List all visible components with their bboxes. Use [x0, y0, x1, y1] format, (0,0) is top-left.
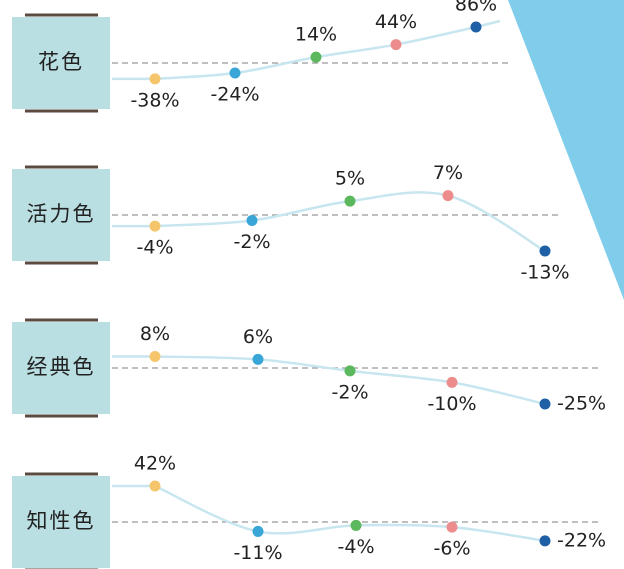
data-point [149, 73, 161, 85]
data-point [149, 350, 161, 362]
data-point [310, 51, 322, 63]
category-box [12, 322, 110, 414]
data-point [539, 535, 551, 547]
category-label: 花色 [38, 50, 84, 74]
value-label: -10% [427, 393, 476, 415]
data-point [442, 190, 454, 202]
trend-line [154, 484, 546, 543]
value-label: -38% [130, 89, 179, 111]
value-label: -2% [332, 381, 369, 403]
data-point [446, 376, 458, 388]
data-point [229, 67, 241, 79]
value-label: -24% [210, 84, 259, 106]
value-label: 7% [433, 162, 463, 184]
value-label: -4% [137, 237, 174, 259]
value-label: 5% [335, 168, 365, 190]
data-point [149, 220, 161, 232]
data-point [390, 39, 402, 51]
value-label: -22% [557, 529, 606, 551]
category-box [12, 17, 110, 109]
category-label: 经典色 [27, 355, 96, 379]
data-point [350, 519, 362, 531]
value-label: 42% [134, 453, 176, 475]
decor-triangle [508, 0, 624, 300]
category-label: 知性色 [27, 509, 96, 533]
value-label: -11% [233, 542, 282, 564]
value-label: 86% [455, 0, 497, 16]
data-point [344, 195, 356, 207]
value-label: 8% [140, 323, 170, 345]
value-label: 6% [243, 326, 273, 348]
data-point [470, 21, 482, 33]
value-label: 44% [375, 11, 417, 33]
category-box [12, 476, 110, 568]
data-point [539, 245, 551, 257]
data-point [446, 521, 458, 533]
data-point [344, 365, 356, 377]
category-label: 活力色 [27, 202, 96, 226]
data-point [252, 353, 264, 365]
category-box [12, 169, 110, 261]
data-point [539, 398, 551, 410]
value-label: 14% [295, 24, 337, 46]
data-point [149, 480, 161, 492]
data-point [246, 215, 258, 227]
value-label: -2% [234, 231, 271, 253]
value-label: -4% [338, 536, 375, 558]
value-label: -25% [557, 393, 606, 415]
value-label: -6% [434, 538, 471, 560]
data-point [252, 525, 264, 537]
value-label: -13% [520, 262, 569, 284]
